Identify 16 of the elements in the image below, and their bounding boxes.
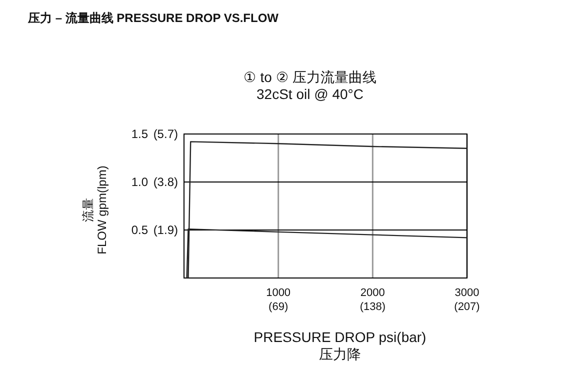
y2-tick-label: (3.8) <box>153 175 178 189</box>
chart-title: 压力 – 流量曲线 PRESSURE DROP VS.FLOW <box>27 11 280 25</box>
x2-tick-label: (138) <box>360 301 386 313</box>
x-tick-label: 3000 <box>454 287 480 299</box>
y-tick-label: 1.5 <box>131 127 148 141</box>
x-tick-label: 1000 <box>266 287 291 299</box>
y2-tick-label: (1.9) <box>153 223 178 237</box>
chart-subtitle: ① to ② 压力流量曲线 32cSt oil @ 40°C <box>243 69 377 102</box>
x-axis-title: PRESSURE DROP psi(bar) 压力降 <box>254 329 426 362</box>
x2-tick-label: (69) <box>268 301 288 313</box>
y2-tick-label: (5.7) <box>153 127 178 141</box>
y-tick-label: 1.0 <box>131 175 148 189</box>
x-tick-label: 2000 <box>360 287 385 299</box>
x2-tick-label: (207) <box>454 301 480 313</box>
y-axis-title: 流量 FLOW gpm(lpm) <box>81 166 109 254</box>
y-tick-label: 0.5 <box>131 223 148 237</box>
